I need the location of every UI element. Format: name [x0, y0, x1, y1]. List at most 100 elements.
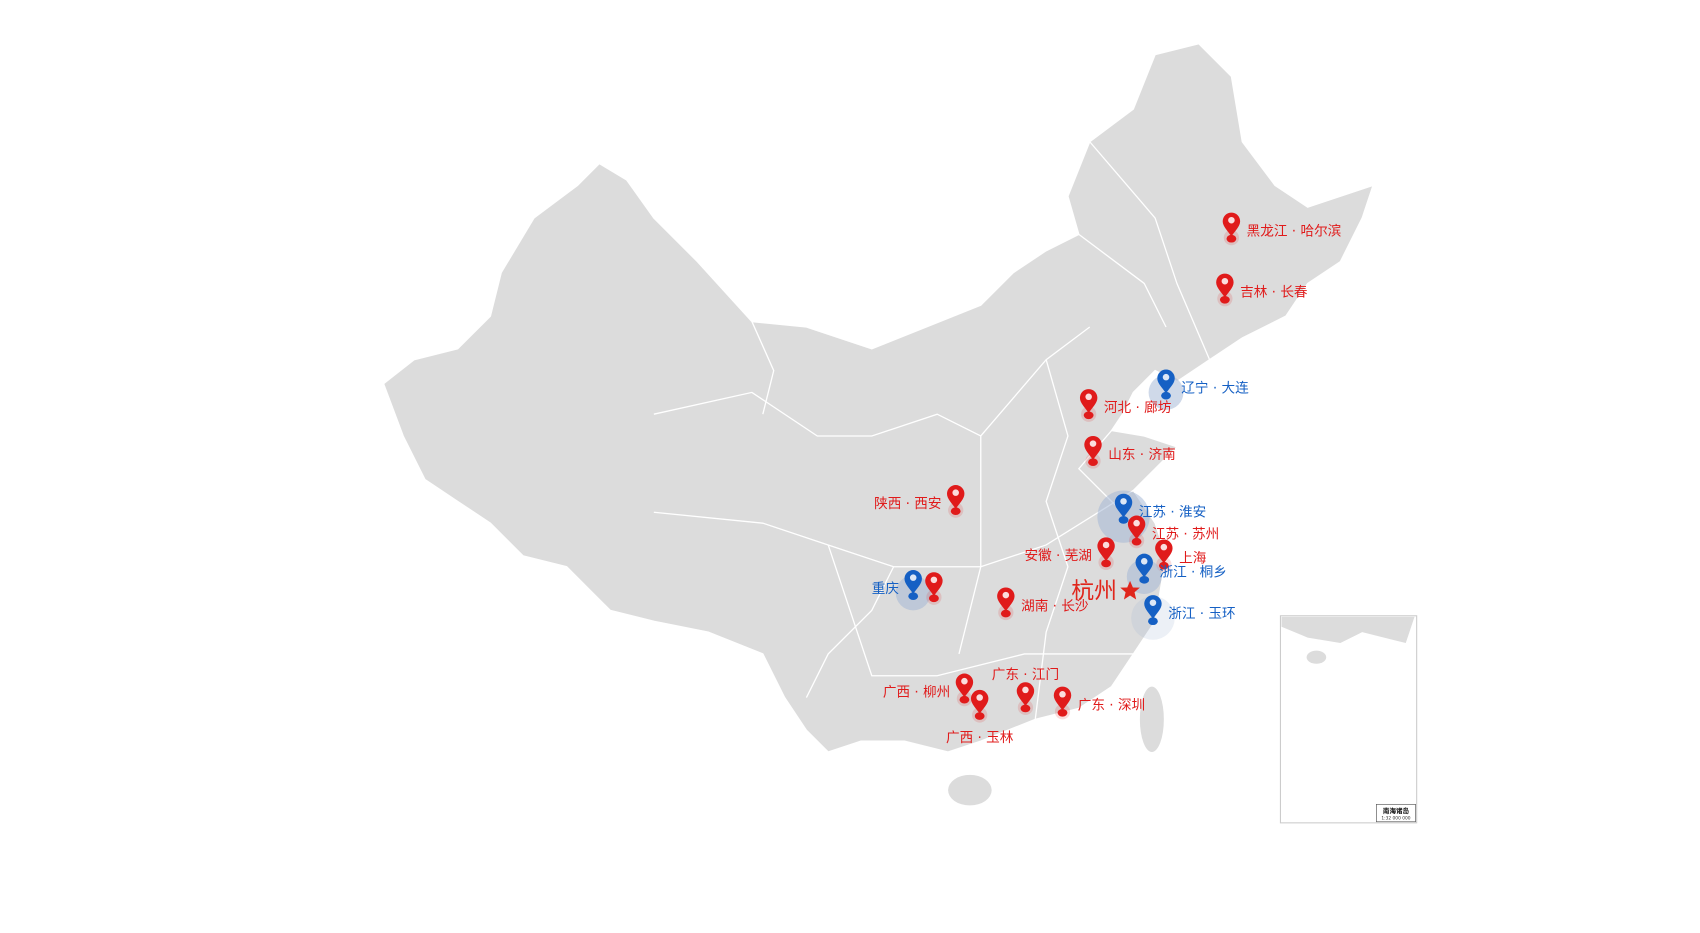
- marker-label: 上海: [1179, 550, 1207, 566]
- marker-label: 江苏 · 淮安: [1139, 505, 1206, 521]
- map-pin-icon: [904, 570, 922, 594]
- map-pin-icon: [1097, 537, 1115, 562]
- pin-base: [974, 712, 985, 720]
- pin-hole: [1140, 558, 1148, 565]
- marker-red[interactable]: 湖南 · 长沙: [997, 587, 1089, 621]
- pin-base: [1158, 561, 1169, 570]
- marker-red[interactable]: 黑龙江 · 哈尔滨: [1222, 212, 1342, 246]
- map-pin-icon: [1216, 273, 1234, 298]
- headquarters-label: 杭州: [1071, 578, 1117, 604]
- pin-base: [1131, 537, 1142, 546]
- map-pin-icon: [1157, 369, 1175, 394]
- map-pin-icon: [1127, 515, 1146, 540]
- pin-base: [1020, 704, 1031, 713]
- map-pin-icon: [925, 572, 943, 597]
- province-borders: [653, 141, 1211, 720]
- pin-base: [1148, 617, 1158, 626]
- marker-red[interactable]: 吉林 · 长春: [1216, 273, 1308, 307]
- marker-red[interactable]: 广东 · 江门: [992, 667, 1059, 715]
- marker-blue[interactable]: 浙江 · 桐乡: [1126, 553, 1227, 594]
- south-china-sea-inset: 南海诸岛 1:32 000 000: [1279, 615, 1418, 824]
- marker-label: 安徽 · 芜湖: [1025, 548, 1092, 564]
- marker-red[interactable]: 江苏 · 苏州: [1127, 515, 1219, 549]
- pin-base: [950, 507, 961, 515]
- pin-base: [1000, 609, 1011, 618]
- pin-hole: [909, 574, 917, 581]
- marker-label: 广西 · 玉林: [946, 730, 1014, 746]
- map-pin-icon: [1084, 435, 1102, 460]
- map-pin-icon: [997, 587, 1015, 612]
- taiwan-island: [1139, 686, 1164, 753]
- map-pin-icon: [946, 485, 965, 509]
- marker-label: 重庆: [872, 581, 900, 597]
- headquarters-marker[interactable]: 杭州: [1071, 578, 1140, 604]
- marker-label: 黑龙江 · 哈尔滨: [1247, 223, 1342, 239]
- marker-red[interactable]: 山东 · 济南: [1084, 435, 1176, 469]
- pin-hole: [1022, 686, 1029, 694]
- pin-hole: [952, 489, 959, 496]
- pin-hole: [1149, 599, 1157, 606]
- marker-red[interactable]: 陕西 · 西安: [874, 485, 965, 518]
- marker-label: 浙江 · 玉环: [1168, 606, 1235, 622]
- map-pin-icon: [1144, 595, 1162, 620]
- map-pin-icon: [1222, 212, 1241, 237]
- marker-red[interactable]: 河北 · 廊坊: [1079, 389, 1172, 422]
- map-pin-icon: [955, 673, 974, 698]
- hainan-island: [948, 774, 992, 806]
- pin-hole: [1162, 373, 1170, 381]
- pin-base: [1088, 458, 1098, 466]
- pin-base: [1139, 576, 1150, 584]
- star-icon: [1120, 580, 1140, 600]
- pin-hole: [1102, 541, 1110, 549]
- pin-base: [1219, 295, 1230, 304]
- pin-hole: [1120, 498, 1127, 505]
- pin-base: [929, 594, 939, 603]
- marker-label: 吉林 · 长春: [1240, 285, 1308, 301]
- pin-base: [1101, 559, 1111, 568]
- pin-hole: [976, 694, 983, 701]
- marker-red[interactable]: 广西 · 玉林: [946, 689, 1014, 746]
- inset-scale: 1:32 000 000: [1381, 816, 1410, 822]
- map-pin-icon: [970, 689, 989, 714]
- map-pin-icon: [1114, 493, 1133, 518]
- mainland-china: [382, 42, 1375, 753]
- marker-blue[interactable]: 浙江 · 玉环: [1131, 595, 1236, 640]
- pin-hole: [1160, 543, 1168, 551]
- pin-base: [1226, 234, 1237, 243]
- marker-blue[interactable]: 重庆: [872, 570, 931, 611]
- marker-label: 陕西 · 西安: [874, 496, 941, 512]
- marker-label: 辽宁 · 大连: [1181, 379, 1249, 396]
- pin-hole: [1228, 216, 1235, 224]
- pin-hole: [1002, 591, 1010, 599]
- map-pin-icon: [1155, 539, 1173, 564]
- pin-base: [908, 592, 919, 600]
- pin-base: [1057, 708, 1068, 717]
- marker-label: 浙江 · 桐乡: [1159, 565, 1226, 581]
- map-pin-icon: [1053, 686, 1072, 711]
- marker-red[interactable]: [925, 572, 943, 605]
- marker-red[interactable]: 广西 · 柳州: [883, 673, 974, 707]
- marker-label: 江苏 · 苏州: [1152, 526, 1219, 542]
- pin-base: [1161, 391, 1171, 400]
- marker-label: 广西 · 柳州: [883, 684, 950, 700]
- pin-hole: [1059, 690, 1066, 698]
- pin-hole: [1085, 393, 1092, 401]
- pin-base: [1118, 516, 1129, 524]
- pin-hole: [961, 677, 968, 685]
- marker-red[interactable]: 上海: [1155, 539, 1207, 573]
- marker-red[interactable]: 广东 · 深圳: [1053, 686, 1145, 720]
- pin-hole: [1133, 519, 1140, 527]
- map-pin-icon: [1135, 553, 1153, 578]
- inset-title: 南海诸岛: [1383, 806, 1410, 815]
- marker-label: 河北 · 廊坊: [1104, 399, 1172, 416]
- land: [382, 42, 1375, 806]
- map-pin-icon: [1079, 389, 1098, 414]
- map-pin-icon: [1016, 682, 1035, 707]
- pin-hole: [1221, 277, 1229, 285]
- marker-blue[interactable]: 辽宁 · 大连: [1148, 369, 1249, 410]
- marker-label: 山东 · 济南: [1108, 447, 1175, 463]
- marker-red[interactable]: 安徽 · 芜湖: [1025, 537, 1115, 571]
- marker-label: 广东 · 江门: [992, 667, 1059, 683]
